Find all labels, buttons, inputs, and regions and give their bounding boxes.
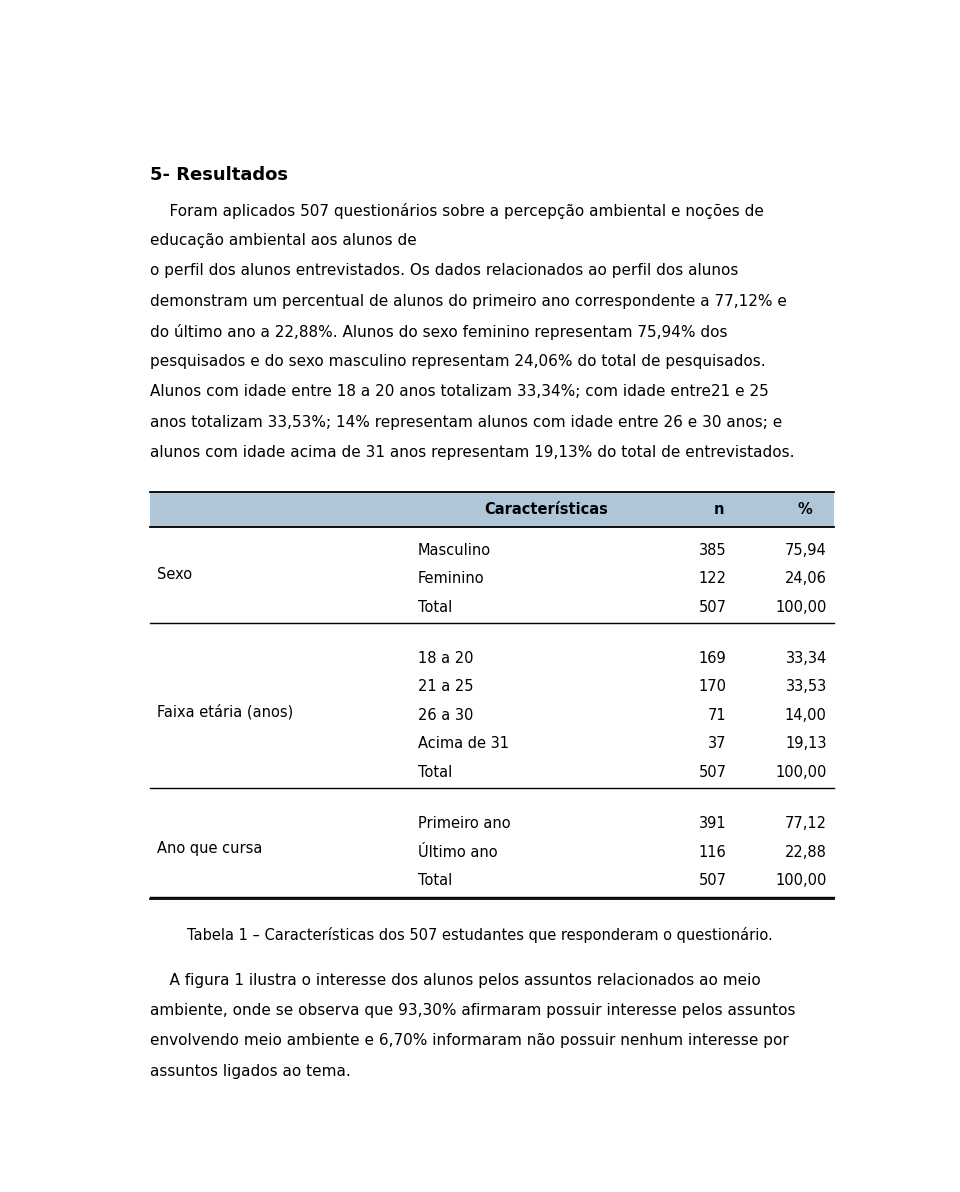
Text: envolvendo meio ambiente e 6,70% informaram não possuir nenhum interesse por: envolvendo meio ambiente e 6,70% informa… (150, 1033, 788, 1048)
Text: 116: 116 (699, 845, 727, 859)
Text: 100,00: 100,00 (776, 873, 827, 888)
Text: 77,12: 77,12 (784, 817, 827, 831)
Text: 14,00: 14,00 (785, 708, 827, 722)
Text: pesquisados e do sexo masculino representam 24,06% do total de pesquisados.: pesquisados e do sexo masculino represen… (150, 354, 765, 370)
Text: Total: Total (418, 600, 452, 615)
Bar (150, 492, 834, 527)
Text: ambiente, onde se observa que 93,30% afirmaram possuir interesse pelos assuntos: ambiente, onde se observa que 93,30% afi… (150, 1002, 795, 1018)
Text: Total: Total (418, 873, 452, 888)
Text: A figura 1 ilustra o interesse dos alunos pelos assuntos relacionados ao meio: A figura 1 ilustra o interesse dos aluno… (150, 973, 760, 988)
Text: 22,88: 22,88 (785, 845, 827, 859)
Text: 5- Resultados: 5- Resultados (150, 166, 288, 184)
Text: 75,94: 75,94 (785, 542, 827, 558)
Text: anos totalizam 33,53%; 14% representam alunos com idade entre 26 e 30 anos; e: anos totalizam 33,53%; 14% representam a… (150, 415, 782, 430)
Text: assuntos ligados ao tema.: assuntos ligados ao tema. (150, 1063, 350, 1079)
Text: 391: 391 (699, 817, 727, 831)
Text: 71: 71 (708, 708, 727, 722)
Text: 19,13: 19,13 (785, 737, 827, 751)
Text: Acima de 31: Acima de 31 (418, 737, 509, 751)
Text: n: n (713, 502, 724, 517)
Text: demonstram um percentual de alunos do primeiro ano correspondente a 77,12% e: demonstram um percentual de alunos do pr… (150, 293, 786, 309)
Text: 507: 507 (698, 873, 727, 888)
Text: 26 a 30: 26 a 30 (418, 708, 473, 722)
Text: Feminino: Feminino (418, 571, 484, 586)
Text: educação ambiental aos alunos de: educação ambiental aos alunos de (150, 232, 421, 248)
Text: Tabela 1 – Características dos 507 estudantes que responderam o questionário.: Tabela 1 – Características dos 507 estud… (187, 927, 773, 943)
Text: %: % (797, 502, 812, 517)
Text: 18 a 20: 18 a 20 (418, 651, 473, 666)
Text: Masculino: Masculino (418, 542, 491, 558)
Text: Faixa etária (anos): Faixa etária (anos) (157, 704, 294, 720)
Text: Último ano: Último ano (418, 845, 497, 859)
Text: Alunos com idade entre 18 a 20 anos totalizam 33,34%; com idade entre21 e 25: Alunos com idade entre 18 a 20 anos tota… (150, 385, 769, 399)
Text: alunos com idade acima de 31 anos representam 19,13% do total de entrevistados.: alunos com idade acima de 31 anos repres… (150, 445, 794, 460)
Text: Sexo: Sexo (157, 567, 192, 583)
Text: Foram aplicados 507 questionários sobre a percepção ambiental e noções de: Foram aplicados 507 questionários sobre … (150, 203, 763, 218)
Text: Primeiro ano: Primeiro ano (418, 817, 510, 831)
Text: 33,34: 33,34 (785, 651, 827, 666)
Text: do último ano a 22,88%. Alunos do sexo feminino representam 75,94% dos: do último ano a 22,88%. Alunos do sexo f… (150, 324, 728, 340)
Text: 100,00: 100,00 (776, 765, 827, 780)
Text: Características: Características (484, 502, 608, 517)
Text: 169: 169 (699, 651, 727, 666)
Text: 507: 507 (698, 765, 727, 780)
Text: Ano que cursa: Ano que cursa (157, 840, 263, 856)
Text: 385: 385 (699, 542, 727, 558)
Text: 21 a 25: 21 a 25 (418, 679, 473, 695)
Text: o perfil dos alunos entrevistados. Os dados relacionados ao perfil dos alunos: o perfil dos alunos entrevistados. Os da… (150, 263, 738, 278)
Text: 33,53: 33,53 (785, 679, 827, 695)
Text: Total: Total (418, 765, 452, 780)
Text: 24,06: 24,06 (785, 571, 827, 586)
Text: 100,00: 100,00 (776, 600, 827, 615)
Text: 122: 122 (698, 571, 727, 586)
Text: 507: 507 (698, 600, 727, 615)
Text: 170: 170 (698, 679, 727, 695)
Text: 37: 37 (708, 737, 727, 751)
